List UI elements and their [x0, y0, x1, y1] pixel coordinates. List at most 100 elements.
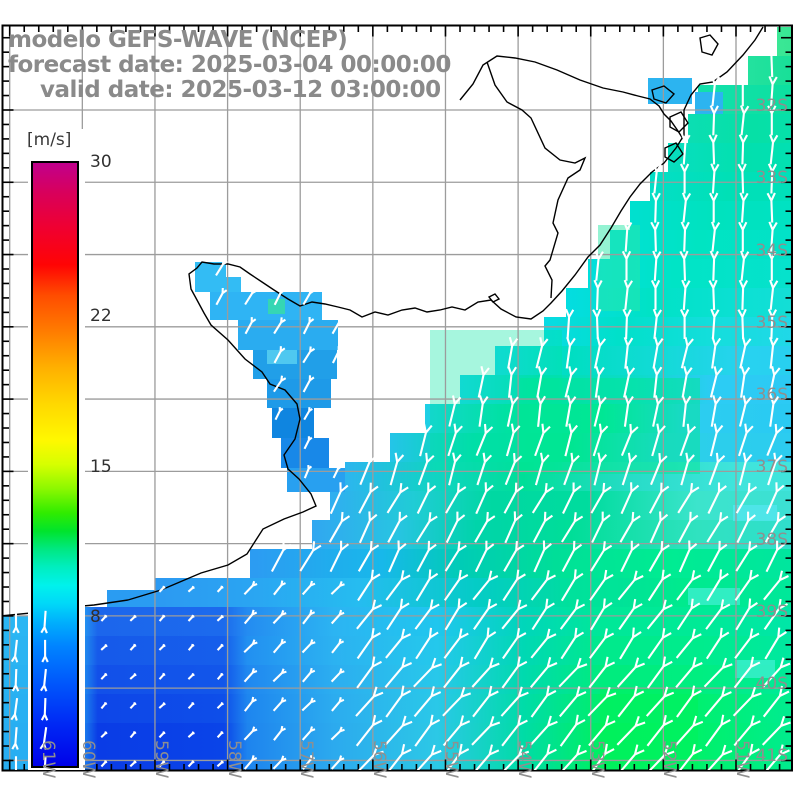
wind-arrow: [623, 336, 634, 369]
wind-arrow: [385, 685, 412, 718]
wind-arrow: [158, 614, 166, 622]
wind-arrow: [621, 452, 638, 486]
wind-arrow: [529, 715, 558, 746]
wind-arrow: [386, 598, 410, 631]
wind-arrow: [471, 715, 501, 746]
wind-arrow: [680, 221, 690, 252]
wind-arrow: [100, 643, 108, 651]
wind-arrow: [501, 656, 528, 689]
wind-arrow: [243, 639, 258, 654]
wind-arrow: [443, 656, 470, 689]
wind-arrow: [444, 541, 467, 572]
wind-arrow: [417, 452, 435, 486]
wind-arrow: [765, 540, 786, 573]
wind-arrow: [562, 482, 582, 514]
wind-arrow: [648, 745, 675, 770]
coastline-layer: [3, 26, 764, 617]
wind-arrow: [475, 423, 494, 456]
wind-arrow: [503, 745, 530, 770]
wind-arrow: [303, 407, 313, 421]
wind-arrow: [617, 570, 644, 601]
wind-arrow: [558, 686, 587, 718]
wind-arrow: [708, 279, 718, 310]
wind-arrow: [766, 423, 784, 456]
wind-arrow: [216, 614, 224, 622]
wind-arrow: [590, 482, 612, 514]
wind-arrow: [645, 686, 675, 717]
lon-label-53W: 53W: [586, 740, 607, 779]
wind-arrow: [472, 685, 499, 718]
wind-arrow: [735, 482, 758, 514]
lon-label-52W: 52W: [659, 740, 680, 779]
wind-arrow: [621, 250, 632, 281]
wind-arrow: [761, 715, 791, 746]
wind-arrow: [651, 423, 666, 457]
forecast-date-label: forecast date: 2025-03-04 00:00:00: [8, 52, 451, 78]
wind-arrow: [565, 395, 577, 427]
wind-arrow: [565, 336, 576, 369]
wind-arrow: [387, 511, 408, 543]
wind-arrow: [647, 628, 672, 660]
wind-arrow: [477, 366, 490, 398]
wind-arrow: [43, 756, 47, 770]
wind-arrow: [677, 511, 699, 543]
lat-label-41S: 41S: [755, 746, 788, 767]
wind-arrow: [302, 346, 316, 364]
wind-arrow: [329, 482, 349, 515]
wind-arrow: [764, 627, 787, 660]
wind-arrow: [679, 423, 697, 457]
wind-arrow: [762, 685, 790, 718]
colorbar-tick-8: 8: [90, 607, 101, 627]
wind-arrow: [769, 336, 779, 369]
wind-arrow: [769, 279, 779, 310]
wind-arrow: [129, 701, 137, 710]
lon-label-60W: 60W: [78, 740, 99, 779]
wind-arrow: [40, 698, 49, 721]
wind-arrow: [331, 696, 345, 712]
lon-label-51W: 51W: [732, 740, 752, 779]
wind-arrow: [738, 134, 749, 165]
wind-arrow: [158, 643, 166, 651]
wind-arrow: [594, 250, 604, 281]
wind-arrow: [471, 657, 500, 688]
wind-arrow: [532, 511, 554, 543]
wind-arrow: [445, 511, 466, 544]
wind-arrow: [765, 744, 790, 770]
wind-arrow: [676, 570, 702, 601]
wind-arrow: [504, 453, 523, 486]
wind-arrow: [737, 163, 747, 194]
wind-arrow: [243, 726, 258, 741]
wind-arrow: [679, 250, 689, 281]
wind-arrow: [705, 627, 730, 660]
wind-arrow: [531, 482, 555, 514]
wind-arrow: [735, 598, 758, 631]
wind-arrow: [272, 697, 287, 712]
wind-arrow: [616, 657, 645, 688]
wind-arrow: [330, 609, 345, 625]
wind-arrow: [14, 756, 18, 770]
wind-arrow: [187, 760, 195, 768]
wind-arrow: [243, 580, 258, 596]
lat-label-32S: 32S: [755, 96, 788, 116]
wind-arrow: [711, 221, 721, 252]
wind-arrow: [762, 657, 791, 688]
wind-arrow: [272, 609, 287, 625]
wind-arrow: [703, 657, 733, 688]
wind-arrow: [129, 614, 137, 622]
wind-arrow: [413, 657, 442, 688]
wind-arrow: [681, 134, 691, 165]
wind-arrow: [507, 336, 519, 369]
wind-arrow: [419, 423, 433, 457]
wind-arrow: [273, 287, 286, 306]
wind-arrow: [331, 317, 344, 335]
wind-arrow: [41, 639, 49, 663]
wind-arrow: [678, 540, 698, 573]
wind-arrow: [272, 638, 287, 654]
wind-arrow: [646, 714, 674, 747]
wind-arrow: [675, 715, 704, 746]
wind-arrow: [388, 743, 412, 770]
wind-arrow: [475, 744, 500, 770]
wind-arrow: [623, 221, 633, 252]
lon-label-57W: 57W: [296, 740, 317, 779]
wind-arrow: [384, 657, 413, 688]
